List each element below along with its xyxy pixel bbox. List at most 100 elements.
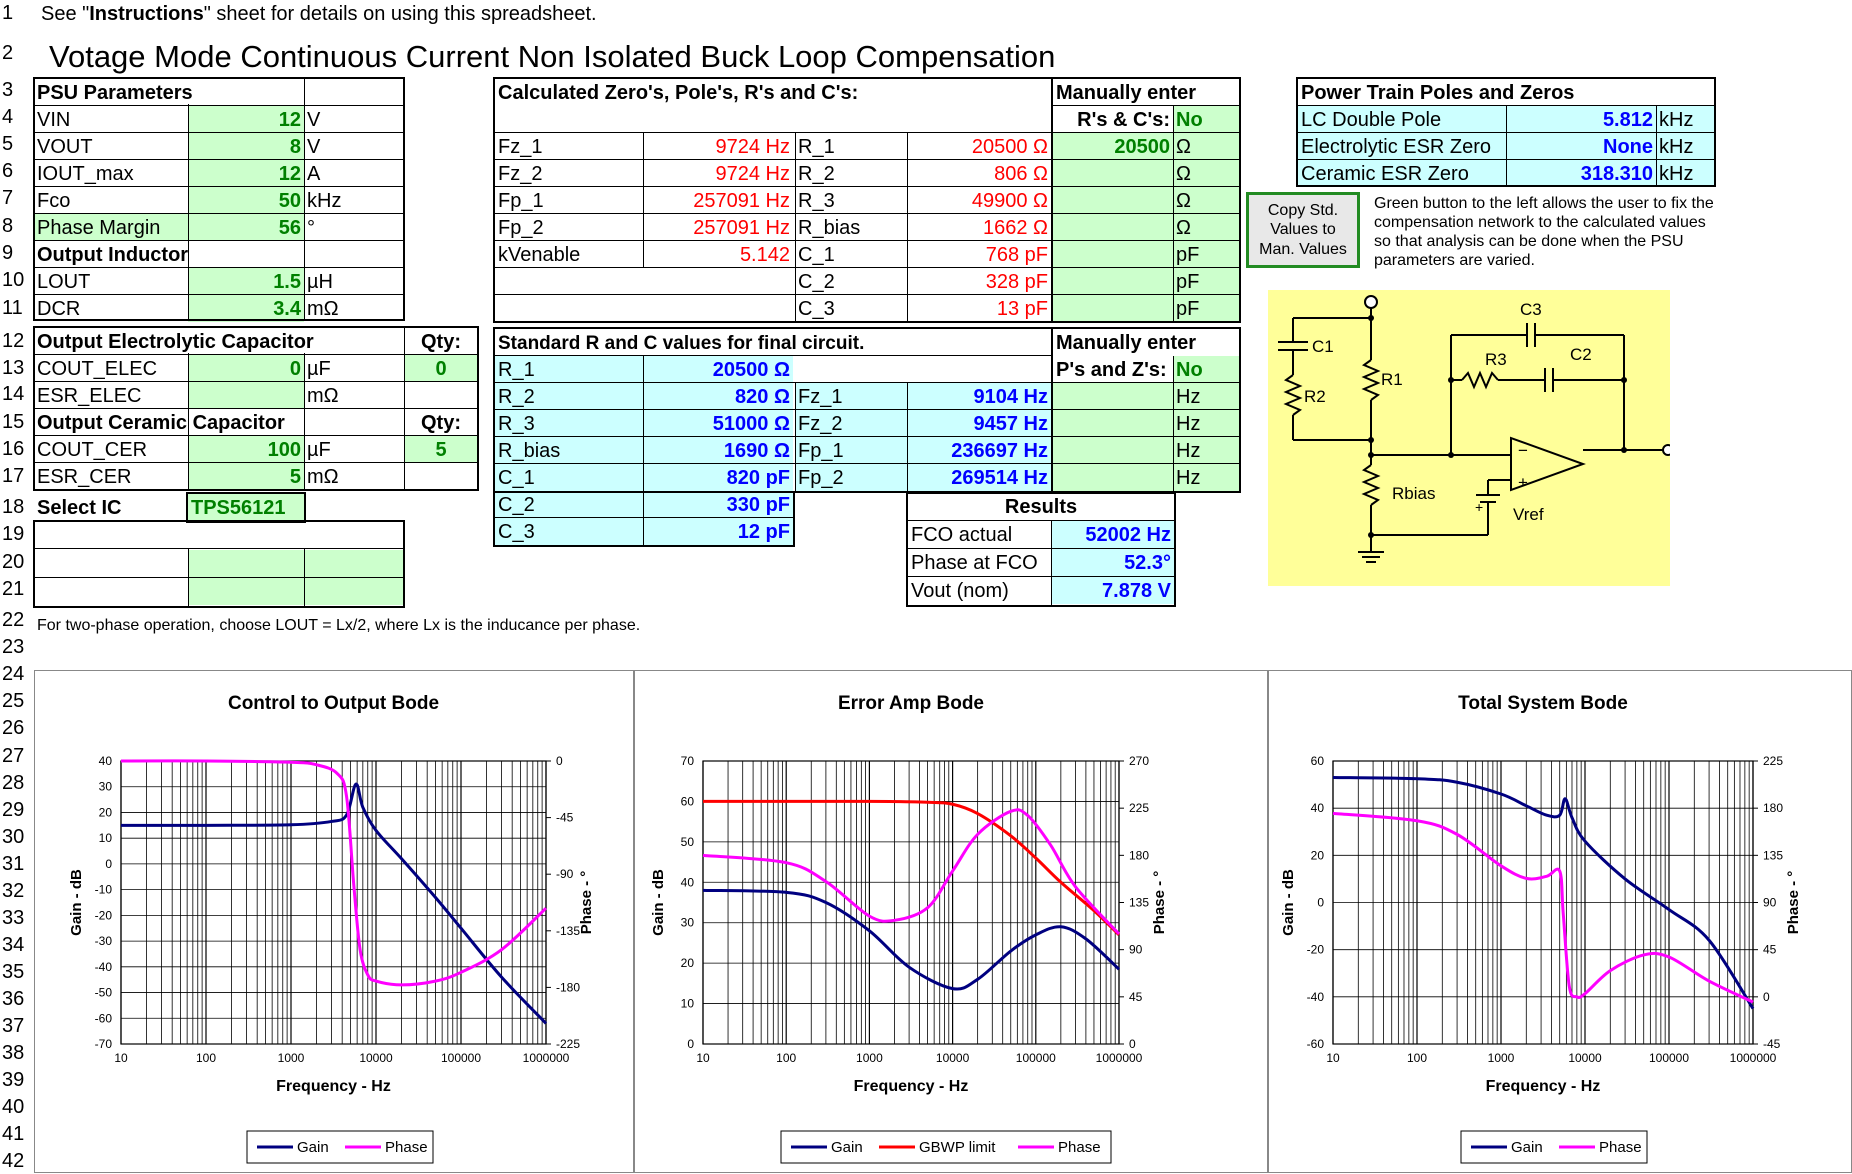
row-number[interactable]: 4 bbox=[2, 106, 14, 128]
vout-nom-value: 7.878 V bbox=[1052, 577, 1174, 604]
row-number[interactable]: 37 bbox=[2, 1015, 25, 1037]
manual-c1-input[interactable] bbox=[1053, 241, 1173, 268]
row-number[interactable]: 8 bbox=[2, 215, 14, 237]
esr-cer-input[interactable]: 5 bbox=[188, 463, 304, 490]
manual-fz2-input[interactable] bbox=[1053, 410, 1173, 437]
x-axis-label: Frequency - Hz bbox=[276, 1078, 391, 1095]
row-number[interactable]: 26 bbox=[2, 717, 25, 739]
manual-fp2-input[interactable] bbox=[1053, 464, 1173, 491]
row-number[interactable]: 24 bbox=[2, 663, 25, 685]
phase-margin-input[interactable]: 56 bbox=[188, 214, 304, 241]
row-number[interactable]: 16 bbox=[2, 438, 25, 460]
row-number[interactable]: 40 bbox=[2, 1096, 25, 1118]
std-r2-label: R_2 bbox=[495, 383, 643, 410]
row-number[interactable]: 30 bbox=[2, 826, 25, 848]
row-number[interactable]: 20 bbox=[2, 551, 25, 573]
row-number[interactable]: 7 bbox=[2, 187, 14, 209]
manual-pz-flag[interactable]: No bbox=[1173, 356, 1239, 383]
row-number[interactable]: 39 bbox=[2, 1069, 25, 1091]
fco-unit: kHz bbox=[307, 189, 342, 212]
manual-r1-input[interactable]: 20500 bbox=[1053, 133, 1173, 160]
legend-label: Gain bbox=[297, 1139, 329, 1156]
blank-input-20[interactable] bbox=[188, 550, 304, 577]
cer-esr-label: Ceramic ESR Zero bbox=[1298, 160, 1506, 187]
cer-qty-input[interactable]: 5 bbox=[404, 436, 478, 463]
row-number[interactable]: 41 bbox=[2, 1123, 25, 1145]
schem-r2-label: R2 bbox=[1304, 387, 1326, 406]
row-number[interactable]: 1 bbox=[2, 2, 14, 24]
std-fz2-value: 9457 Hz bbox=[907, 410, 1051, 437]
row-number[interactable]: 35 bbox=[2, 961, 25, 983]
row-number[interactable]: 25 bbox=[2, 690, 25, 712]
manual-c3-input[interactable] bbox=[1053, 295, 1173, 322]
row-number[interactable]: 38 bbox=[2, 1042, 25, 1064]
row-number[interactable]: 17 bbox=[2, 465, 25, 487]
manual-r3-input[interactable] bbox=[1053, 187, 1173, 214]
row-number[interactable]: 14 bbox=[2, 383, 25, 405]
cout-elec-input[interactable]: 0 bbox=[188, 355, 304, 382]
esr-elec-input[interactable] bbox=[188, 382, 304, 409]
row-number[interactable]: 31 bbox=[2, 853, 25, 875]
std-r1-label: R_1 bbox=[495, 356, 643, 383]
calc-c3-label: C_3 bbox=[798, 297, 835, 320]
cout-cer-input[interactable]: 100 bbox=[188, 436, 304, 463]
row-number[interactable]: 32 bbox=[2, 880, 25, 902]
lout-input[interactable]: 1.5 bbox=[188, 268, 304, 295]
row-number[interactable]: 9 bbox=[2, 242, 14, 264]
row-number[interactable]: 2 bbox=[2, 42, 14, 64]
manual-rbias-input[interactable] bbox=[1053, 214, 1173, 241]
row-number[interactable]: 21 bbox=[2, 578, 25, 600]
iout-input[interactable]: 12 bbox=[188, 160, 304, 187]
fco-input[interactable]: 50 bbox=[188, 187, 304, 214]
row-number[interactable]: 3 bbox=[2, 79, 14, 101]
y-tick-label: 40 bbox=[99, 754, 113, 768]
select-ic-dropdown[interactable]: TPS56121 bbox=[188, 494, 304, 521]
lout-unit: µH bbox=[307, 270, 333, 293]
blank-input-21[interactable] bbox=[188, 578, 304, 605]
row-number[interactable]: 6 bbox=[2, 160, 14, 182]
row-number[interactable]: 10 bbox=[2, 269, 25, 291]
y2-axis-label: Phase - ° bbox=[1151, 871, 1168, 935]
manual-fz1-unit: Hz bbox=[1173, 383, 1239, 410]
y2-tick-label: 0 bbox=[1763, 990, 1770, 1004]
manual-fp1-input[interactable] bbox=[1053, 437, 1173, 464]
esr-cer-label: ESR_CER bbox=[37, 465, 132, 488]
manual-c3-unit: pF bbox=[1173, 295, 1239, 322]
row-number[interactable]: 42 bbox=[2, 1150, 25, 1172]
blank-input-20b[interactable] bbox=[304, 550, 404, 577]
x-tick-label: 10000 bbox=[936, 1051, 970, 1065]
row-number[interactable]: 29 bbox=[2, 799, 25, 821]
row-number[interactable]: 36 bbox=[2, 988, 25, 1010]
row-number[interactable]: 33 bbox=[2, 907, 25, 929]
row-number[interactable]: 28 bbox=[2, 772, 25, 794]
y-tick-label: 40 bbox=[1311, 801, 1325, 815]
row-number[interactable]: 11 bbox=[2, 297, 23, 319]
row-number[interactable]: 19 bbox=[2, 523, 25, 545]
manual-r2-input[interactable] bbox=[1053, 160, 1173, 187]
esr-elec-label: ESR_ELEC bbox=[37, 384, 142, 407]
y2-axis-label: Phase - ° bbox=[1785, 871, 1802, 935]
manual-fz1-input[interactable] bbox=[1053, 383, 1173, 410]
copy-std-values-button[interactable]: Copy Std. Values to Man. Values bbox=[1246, 192, 1360, 268]
row-number[interactable]: 27 bbox=[2, 745, 25, 767]
elec-qty-input[interactable]: 0 bbox=[404, 355, 478, 382]
vout-input[interactable]: 8 bbox=[188, 133, 304, 160]
schem-rbias-label: Rbias bbox=[1392, 484, 1435, 503]
row-number[interactable]: 13 bbox=[2, 357, 25, 379]
y-tick-label: 70 bbox=[681, 754, 695, 768]
row-number[interactable]: 12 bbox=[2, 330, 25, 352]
row-number[interactable]: 22 bbox=[2, 609, 25, 631]
row-number[interactable]: 15 bbox=[2, 411, 25, 433]
row-number[interactable]: 5 bbox=[2, 133, 14, 155]
manual-c2-input[interactable] bbox=[1053, 268, 1173, 295]
cout-cer-label: COUT_CER bbox=[37, 438, 148, 461]
vin-input[interactable]: 12 bbox=[188, 106, 304, 133]
calc-r1-value: 20500 Ω bbox=[971, 135, 1048, 158]
dcr-input[interactable]: 3.4 bbox=[188, 295, 304, 322]
manual-rc-flag[interactable]: No bbox=[1173, 106, 1239, 133]
blank-input-21b[interactable] bbox=[304, 578, 404, 605]
row-number[interactable]: 23 bbox=[2, 636, 25, 658]
row-number[interactable]: 34 bbox=[2, 934, 25, 956]
row-number[interactable]: 18 bbox=[2, 496, 25, 518]
